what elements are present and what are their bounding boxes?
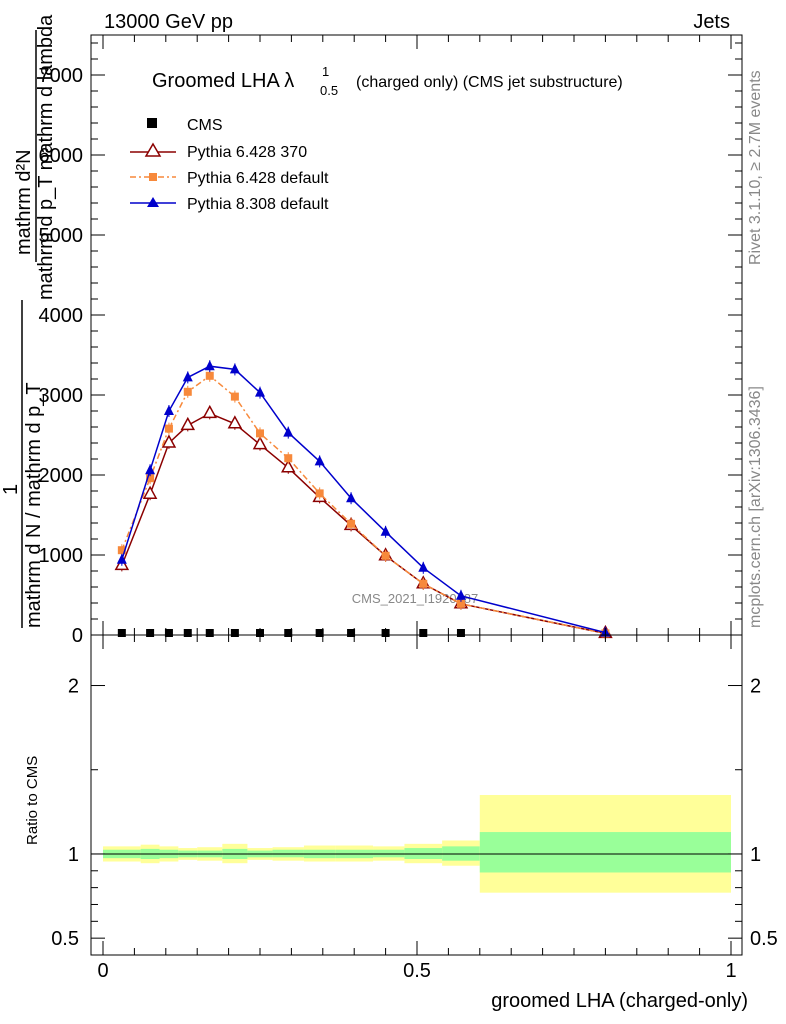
cms-data-point — [183, 629, 192, 637]
legend-pythia6-default-label: Pythia 6.428 default — [187, 170, 329, 187]
ratio-y-tick-label-right: 1 — [750, 844, 761, 866]
main-y-tick-label: 1000 — [39, 545, 84, 567]
series-marker-p8_def — [182, 371, 193, 382]
main-x-axis-ticks — [102, 35, 732, 635]
series-marker-p6_370 — [142, 485, 158, 499]
series-marker-p6_def — [347, 519, 356, 528]
legend-pythia8-default-marker — [147, 197, 159, 207]
x-tick-label: 0 — [97, 960, 108, 982]
series-marker-p6_370 — [180, 416, 196, 431]
legend: CMS Pythia 6.428 370 Pythia 6.428 defaul… — [130, 117, 329, 213]
series-marker-p6_def — [284, 454, 293, 463]
series-marker-p8_def — [455, 589, 466, 600]
series-marker-p6_def — [256, 429, 264, 438]
series-marker-p6_def — [381, 551, 390, 560]
plot-title: Groomed LHA λ 1 0.5 (charged only) (CMS … — [152, 64, 623, 98]
series-marker-p6_370 — [161, 434, 177, 448]
series-marker-p6_def — [205, 371, 214, 380]
main-y-tick-label: 3000 — [39, 385, 84, 407]
analysis-watermark: CMS_2021_I1920187 — [352, 591, 479, 606]
energy-label: 13000 GeV pp — [104, 11, 233, 33]
main-y-tick-label: 7000 — [39, 65, 84, 87]
series-marker-p8_def — [255, 386, 265, 397]
cms-data-point — [164, 629, 173, 637]
title-main: Groomed LHA λ — [152, 70, 294, 92]
series-marker-p8_def — [380, 525, 391, 536]
series-marker-p8_def — [204, 360, 215, 371]
y-axis-title-normalisation: mathrm d N / mathrm d p_T — [23, 382, 45, 628]
ratio-y-tick-label: 0.5 — [51, 928, 79, 950]
title-subscript: 0.5 — [320, 83, 338, 98]
ratio-y-tick-label: 1 — [68, 844, 79, 866]
series-marker-p6_def — [164, 424, 173, 433]
rivet-version-label: Rivet 3.1.10, ≥ 2.7M events — [747, 70, 764, 265]
cms-data-point — [146, 629, 155, 637]
series-marker-p8_def — [283, 426, 294, 437]
main-y-tick-label: 6000 — [39, 145, 84, 167]
legend-pythia6-370-marker — [144, 142, 162, 157]
cms-data-point — [230, 629, 239, 637]
series-marker-p6_def — [146, 474, 155, 483]
ratio-y-tick-label: 2 — [68, 676, 79, 698]
series-marker-p6_370 — [227, 415, 243, 429]
main-y-tick-label: 2000 — [39, 465, 84, 487]
cms-data-point — [419, 629, 428, 637]
series-marker-p6_def — [456, 599, 465, 608]
cms-data-point — [205, 629, 214, 637]
series-marker-p6_def — [183, 387, 192, 396]
series-marker-p8_def — [145, 464, 156, 475]
x-tick-label: 0.5 — [403, 960, 431, 982]
series-marker-p8_def — [314, 455, 325, 466]
cms-data-point — [456, 629, 465, 637]
series-marker-p8_def — [346, 492, 357, 503]
series-marker-p6_def — [117, 546, 126, 555]
series-marker-p6_def — [315, 489, 324, 498]
y-axis-title-denominator: mathrm d p_T mathrm d lambda — [35, 14, 57, 300]
ratio-bands-group — [103, 795, 731, 893]
y-axis-title-one: 1 — [0, 484, 22, 495]
category-label: Jets — [693, 11, 730, 33]
legend-pythia6-370-label: Pythia 6.428 370 — [187, 144, 307, 161]
series-marker-p8_def — [418, 561, 429, 572]
legend-pythia6-default-marker — [149, 173, 157, 181]
main-y-tick-label: 4000 — [39, 305, 84, 327]
series-marker-p6_370 — [202, 404, 218, 419]
main-y-tick-label: 5000 — [39, 225, 84, 247]
x-tick-label: 1 — [725, 960, 736, 982]
ratio-y-tick-label-right: 0.5 — [750, 928, 778, 950]
legend-cms-marker — [147, 118, 157, 128]
series-line-p6_def — [121, 374, 606, 635]
cms-data-point — [315, 629, 324, 637]
legend-cms-label: CMS — [187, 117, 223, 134]
series-marker-p8_def — [163, 405, 174, 415]
ratio-inner-band — [479, 832, 731, 873]
x-axis-title: groomed LHA (charged-only) — [491, 990, 748, 1012]
series-marker-p6_def — [230, 392, 239, 401]
ratio-y-tick-label-right: 2 — [750, 676, 761, 698]
ratio-y-axis: 0.5 0.5 1 1 2 2 — [51, 676, 778, 951]
series-marker-p8_def — [229, 363, 240, 374]
series-marker-p6_370 — [252, 436, 268, 450]
legend-pythia8-default-label: Pythia 8.308 default — [187, 196, 329, 213]
ratio-y-axis-title: Ratio to CMS — [24, 756, 41, 845]
series-marker-p8_def — [116, 553, 127, 564]
main-y-axis-title: mathrm d²N mathrm d p_T mathrm d lambda … — [0, 14, 57, 628]
series-line-p8_def — [121, 365, 606, 634]
series-marker-p6_370 — [280, 459, 296, 473]
main-y-tick-label: 0 — [72, 625, 83, 647]
cms-data-point — [284, 629, 293, 637]
mcplots-label: mcplots.cern.ch [arXiv:1306.3436] — [747, 386, 764, 628]
y-axis-title-numerator: mathrm d²N — [13, 149, 35, 255]
cms-data-point — [117, 629, 126, 637]
title-rest: (charged only) (CMS jet substructure) — [356, 74, 623, 91]
title-superscript: 1 — [322, 64, 329, 79]
cms-data-point — [347, 629, 356, 637]
series-marker-p6_def — [419, 579, 428, 588]
ratio-x-axis: 0 0.5 1 — [97, 635, 737, 982]
main-y-axis: 0 1000 2000 3000 4000 5000 6000 7000 — [39, 42, 742, 647]
